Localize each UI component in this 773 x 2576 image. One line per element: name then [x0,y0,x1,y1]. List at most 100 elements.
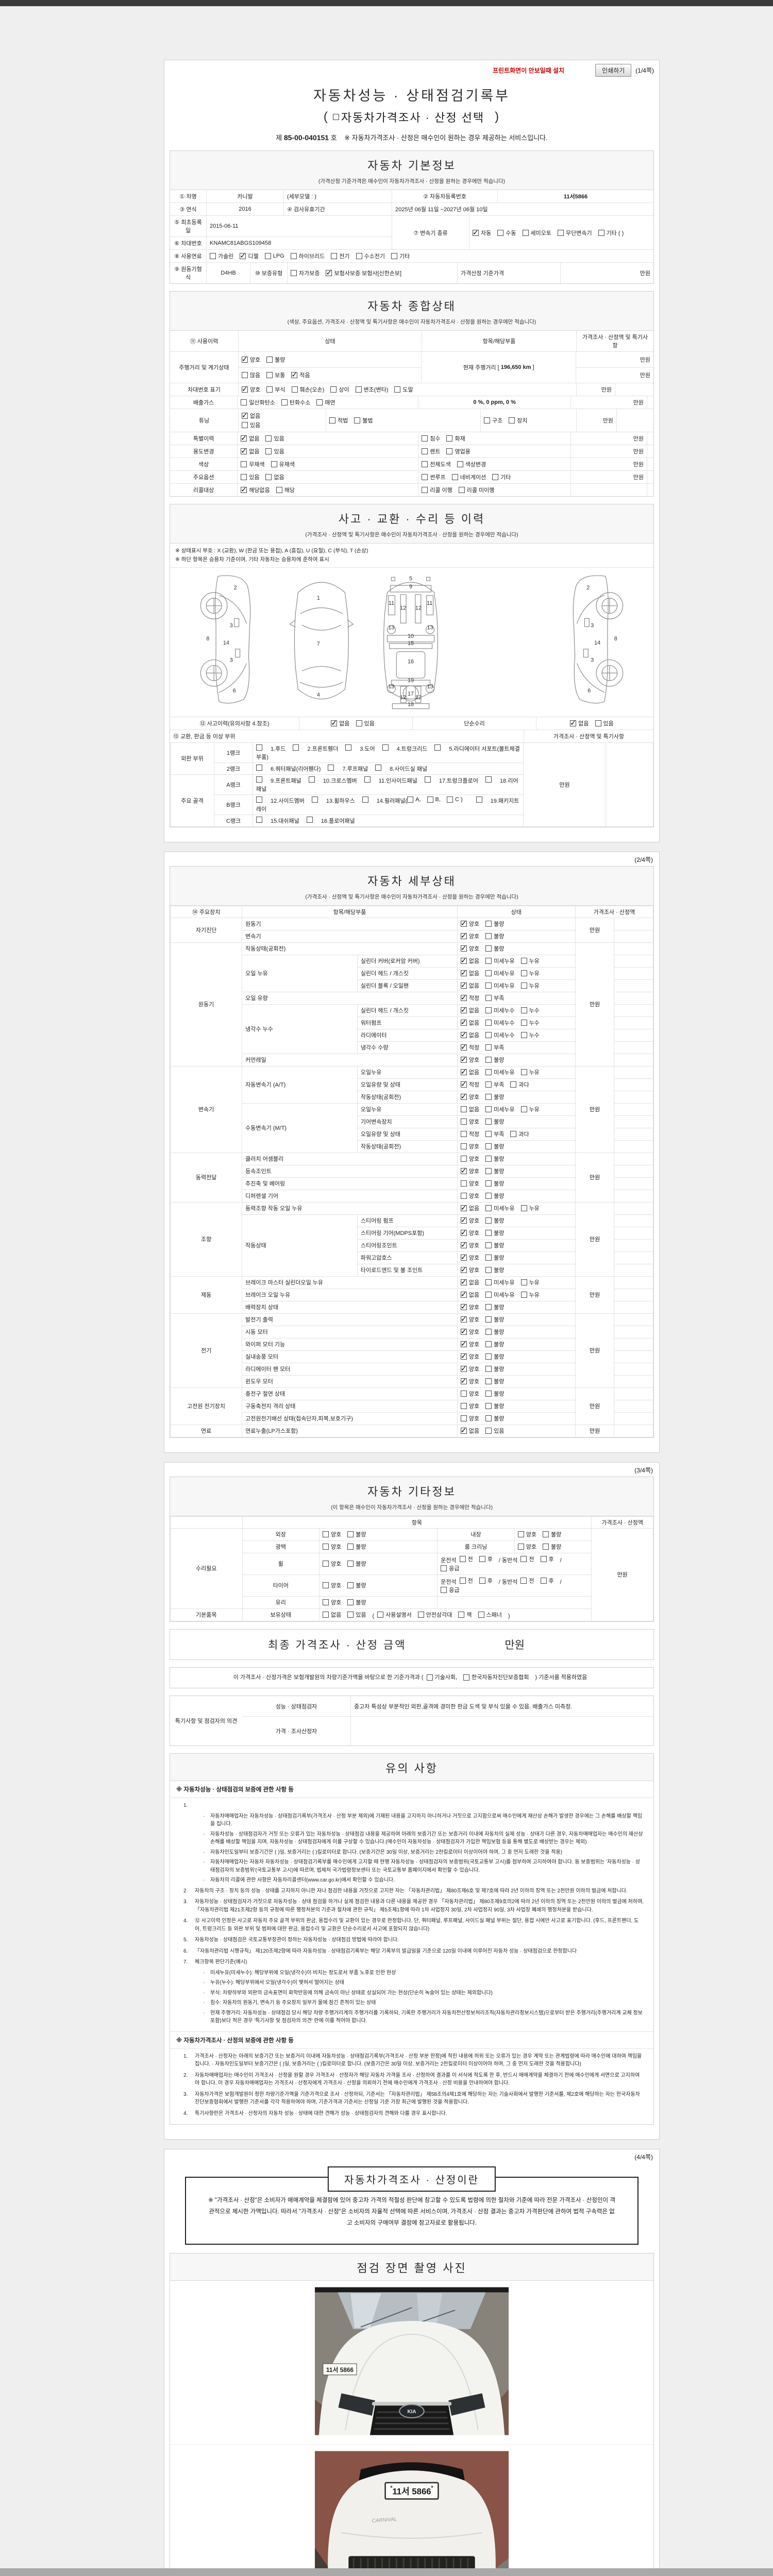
checkbox[interactable]: 안전삼각대 [417,1611,452,1619]
checkbox-icon[interactable] [485,933,492,939]
checkbox[interactable]: 불량 [485,932,504,940]
checkbox[interactable]: 장치 [509,416,528,425]
checkbox[interactable]: 훼손(오손) [291,385,324,394]
checkbox[interactable]: B, [427,796,441,803]
checkbox[interactable]: 양호 [517,1530,536,1538]
checkbox-icon[interactable] [347,1543,354,1550]
checkbox-checked-icon[interactable] [460,1352,467,1361]
checkbox[interactable]: 부족 [485,994,504,1002]
checkbox[interactable]: 불량 [485,1389,504,1398]
checkbox[interactable] [345,744,354,751]
checkbox[interactable]: 불량 [543,1543,561,1551]
checkbox-icon[interactable] [485,1415,492,1421]
checkbox-icon[interactable] [281,399,288,405]
checkbox[interactable]: 양호 [460,1092,479,1101]
checkbox-icon[interactable] [322,1560,329,1567]
checkbox[interactable]: 양호 [460,1155,479,1163]
checkbox-icon[interactable] [347,1599,354,1605]
checkbox-icon[interactable] [241,474,247,480]
checkbox-checked-icon[interactable] [241,485,247,494]
checkbox[interactable]: 미세누유 [485,1291,515,1299]
checkbox[interactable]: 없음 [265,473,284,481]
checkbox-icon[interactable] [485,1427,492,1434]
checkbox-checked-icon[interactable] [241,447,247,455]
checkbox[interactable]: 양호 [322,1530,341,1538]
checkbox[interactable] [362,796,371,803]
checkbox-icon[interactable] [460,1118,467,1125]
checkbox-icon[interactable] [485,1402,492,1409]
checkbox[interactable]: 구조 [484,416,502,425]
checkbox[interactable]: 누유 [520,1105,540,1113]
checkbox-icon[interactable] [347,1531,354,1537]
checkbox[interactable]: 부족 [485,1130,504,1138]
checkbox[interactable]: 없음 [460,1290,479,1299]
checkbox-icon[interactable] [485,1229,492,1236]
checkbox[interactable]: 없음 [460,1067,479,1076]
checkbox[interactable]: 불량 [347,1560,366,1568]
checkbox[interactable]: 미세누유 [485,1068,515,1076]
checkbox-icon[interactable] [485,1341,492,1347]
checkbox-icon[interactable] [485,1007,492,1013]
checkbox-icon[interactable] [459,1577,466,1584]
checkbox-icon[interactable] [329,417,335,423]
checkbox-icon[interactable] [517,1531,524,1537]
checkbox[interactable]: 불량 [485,1414,504,1422]
checkbox[interactable] [424,776,433,783]
checkbox[interactable]: 해당 [276,486,295,494]
checkbox[interactable]: 영업용 [446,447,470,455]
checkbox-icon[interactable] [598,229,604,236]
checkbox-checked-icon[interactable] [460,1265,467,1274]
checkbox[interactable]: 무단변속기 [557,229,592,237]
checkbox[interactable]: 불량 [485,1340,504,1348]
checkbox[interactable]: 누유 [520,1278,540,1286]
checkbox-icon[interactable] [322,1531,329,1537]
checkbox-icon[interactable] [485,1031,492,1038]
checkbox-icon[interactable] [595,720,601,726]
checkbox-icon[interactable] [391,253,397,259]
checkbox[interactable]: 양호 [460,1142,479,1150]
checkbox-checked-icon[interactable] [460,1241,467,1249]
checkbox-icon[interactable] [520,957,527,964]
checkbox-icon[interactable] [347,1582,354,1588]
checkbox-icon[interactable] [330,386,337,393]
checkbox[interactable]: 탄화수소 [281,398,310,406]
checkbox-icon[interactable] [427,796,433,803]
checkbox[interactable]: 양호 [460,1179,479,1188]
checkbox[interactable]: 누수 [520,1019,540,1027]
checkbox-icon[interactable] [460,1106,467,1112]
checkbox[interactable]: 양호 [242,385,260,394]
checkbox-icon[interactable] [242,422,248,428]
checkbox[interactable]: 일산화탄소 [241,398,275,406]
checkbox-icon[interactable] [451,474,458,480]
checkbox-icon[interactable] [485,1279,492,1285]
checkbox[interactable]: 있음 [265,434,284,443]
checkbox[interactable]: 없음 [460,981,479,990]
checkbox[interactable]: 침수 [422,434,440,443]
checkbox[interactable]: 전 [459,1555,473,1563]
checkbox[interactable]: 불량 [485,1303,504,1311]
checkbox-checked-icon[interactable] [241,434,247,443]
checkbox-checked-icon[interactable] [460,956,467,965]
checkbox[interactable]: 양호 [460,1192,479,1200]
checkbox-icon[interactable] [485,1316,492,1323]
checkbox[interactable]: 후 [540,1577,554,1585]
checkbox-icon[interactable] [485,1291,492,1298]
checkbox[interactable]: 양호 [322,1543,341,1551]
checkbox-icon[interactable] [264,253,271,259]
checkbox-icon[interactable] [485,1205,492,1211]
checkbox-icon[interactable] [266,372,273,379]
checkbox-icon[interactable] [485,970,492,976]
checkbox-icon[interactable] [265,474,272,480]
checkbox-icon[interactable] [265,448,272,454]
checkbox-icon[interactable] [485,1130,492,1137]
checkbox-icon[interactable] [422,461,428,467]
checkbox-icon[interactable] [256,764,262,771]
checkbox[interactable]: 도말 [394,385,413,394]
checkbox-icon[interactable] [485,982,492,989]
checkbox[interactable]: 불량 [485,1229,504,1237]
checkbox-icon[interactable] [463,1674,470,1681]
checkbox-icon[interactable] [540,1577,547,1584]
checkbox-icon[interactable] [485,1155,492,1162]
checkbox[interactable] [256,764,264,771]
checkbox-icon[interactable] [485,1118,492,1125]
